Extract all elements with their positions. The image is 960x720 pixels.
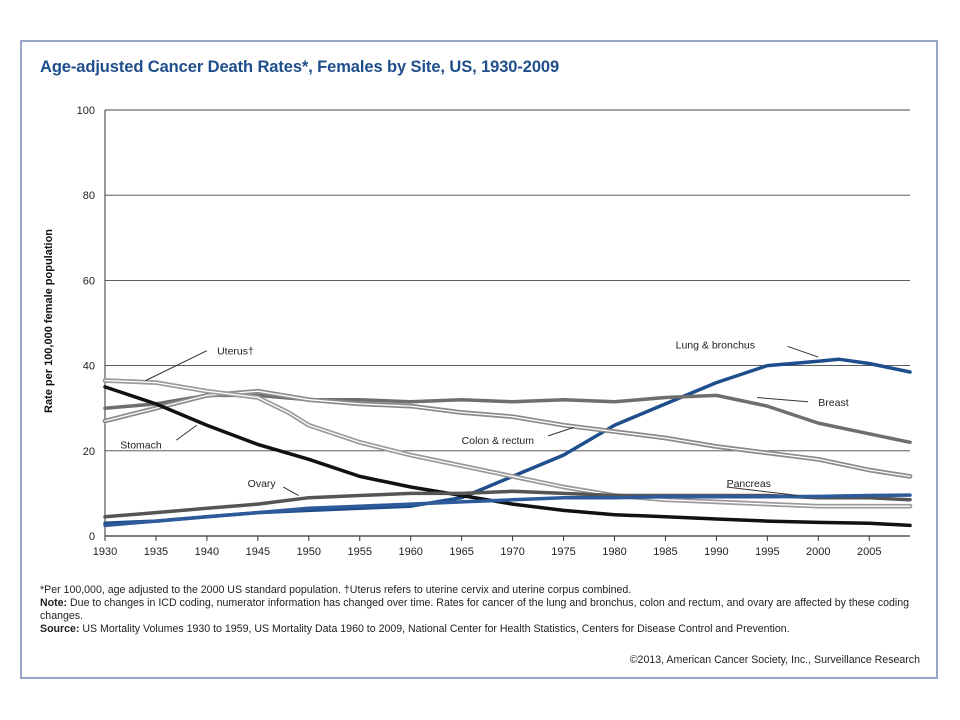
leader-line-stomach: [176, 424, 198, 441]
series-line-colon-rectum: [104, 390, 911, 478]
footnotes: *Per 100,000, age adjusted to the 2000 U…: [40, 584, 920, 636]
y-tick-label: 0: [89, 531, 95, 543]
leader-line-pancreas: [726, 486, 798, 497]
x-tick-label: 1945: [246, 546, 270, 558]
series-label-colon-rectum: Colon & rectum: [462, 435, 535, 447]
y-axis-label: Rate per 100,000 female population: [43, 229, 55, 413]
y-tick-label: 20: [83, 446, 95, 458]
series-label-ovary: Ovary: [248, 478, 277, 490]
source-label: Source:: [40, 623, 80, 635]
line-chart: 0 20 40 60 80 100 1930 1935 1940 1945 1950 1955 196…: [43, 105, 913, 558]
y-tick-label: 80: [83, 190, 95, 202]
x-tick-label: 1985: [653, 546, 677, 558]
series-line-stomach: [103, 385, 912, 528]
series-label-lung-bronchus: Lung & bronchus: [676, 339, 755, 351]
leader-line-ovary: [283, 486, 299, 496]
x-tick-label: 1930: [93, 546, 117, 558]
x-tick-label: 1990: [704, 546, 728, 558]
x-tick-label: 1970: [500, 546, 524, 558]
x-tick-label: 2005: [857, 546, 881, 558]
source-footnote: Source: US Mortality Volumes 1930 to 195…: [40, 623, 920, 636]
x-tick-label: 1965: [449, 546, 473, 558]
note-footnote: Note: Due to changes in ICD coding, nume…: [40, 597, 920, 623]
source-text: US Mortality Volumes 1930 to 1959, US Mo…: [79, 623, 790, 635]
y-tick-label: 40: [83, 361, 95, 373]
series-label-breast: Breast: [818, 397, 848, 409]
chart-title: Age-adjusted Cancer Death Rates*, Female…: [40, 58, 560, 76]
leader-line-colon-rectum: [548, 426, 574, 437]
series-labels: Lung & bronchus Breast Colon & rectum Uteru…: [120, 339, 849, 497]
series-line-uterus: [104, 379, 911, 507]
series-line-pancreas: [103, 493, 912, 528]
x-tick-label: 1935: [144, 546, 168, 558]
x-tick-label: 2000: [806, 546, 830, 558]
copyright: ©2013, American Cancer Society, Inc., Su…: [629, 654, 920, 666]
series-lines: [102, 357, 913, 528]
asterisk-footnote: *Per 100,000, age adjusted to the 2000 U…: [40, 584, 632, 596]
x-tick-label: 1955: [348, 546, 372, 558]
y-axis-ticks: 0 20 40 60 80 100: [77, 105, 95, 543]
leader-line-uterus: [145, 350, 208, 381]
note-text: Due to changes in ICD coding, numerator …: [40, 597, 909, 622]
note-label: Note:: [40, 597, 68, 609]
leader-line-breast: [757, 397, 809, 403]
series-label-pancreas: Pancreas: [727, 478, 771, 490]
x-tick-label: 1950: [297, 546, 321, 558]
x-tick-label: 1995: [755, 546, 779, 558]
leader-line-lung-bronchus: [787, 345, 819, 358]
y-tick-label: 100: [77, 105, 95, 117]
y-tick-label: 60: [83, 275, 95, 287]
x-axis-ticks: 1930 1935 1940 1945 1950 1955 1960 1965 1970 1975…: [93, 536, 881, 558]
series-label-uterus: Uterus†: [217, 346, 254, 358]
grid-lines: [104, 109, 910, 537]
x-tick-label: 1960: [398, 546, 422, 558]
chart-frame: [20, 40, 938, 679]
x-tick-label: 1980: [602, 546, 626, 558]
series-label-stomach: Stomach: [120, 439, 162, 451]
x-tick-label: 1975: [551, 546, 575, 558]
x-tick-label: 1940: [195, 546, 219, 558]
